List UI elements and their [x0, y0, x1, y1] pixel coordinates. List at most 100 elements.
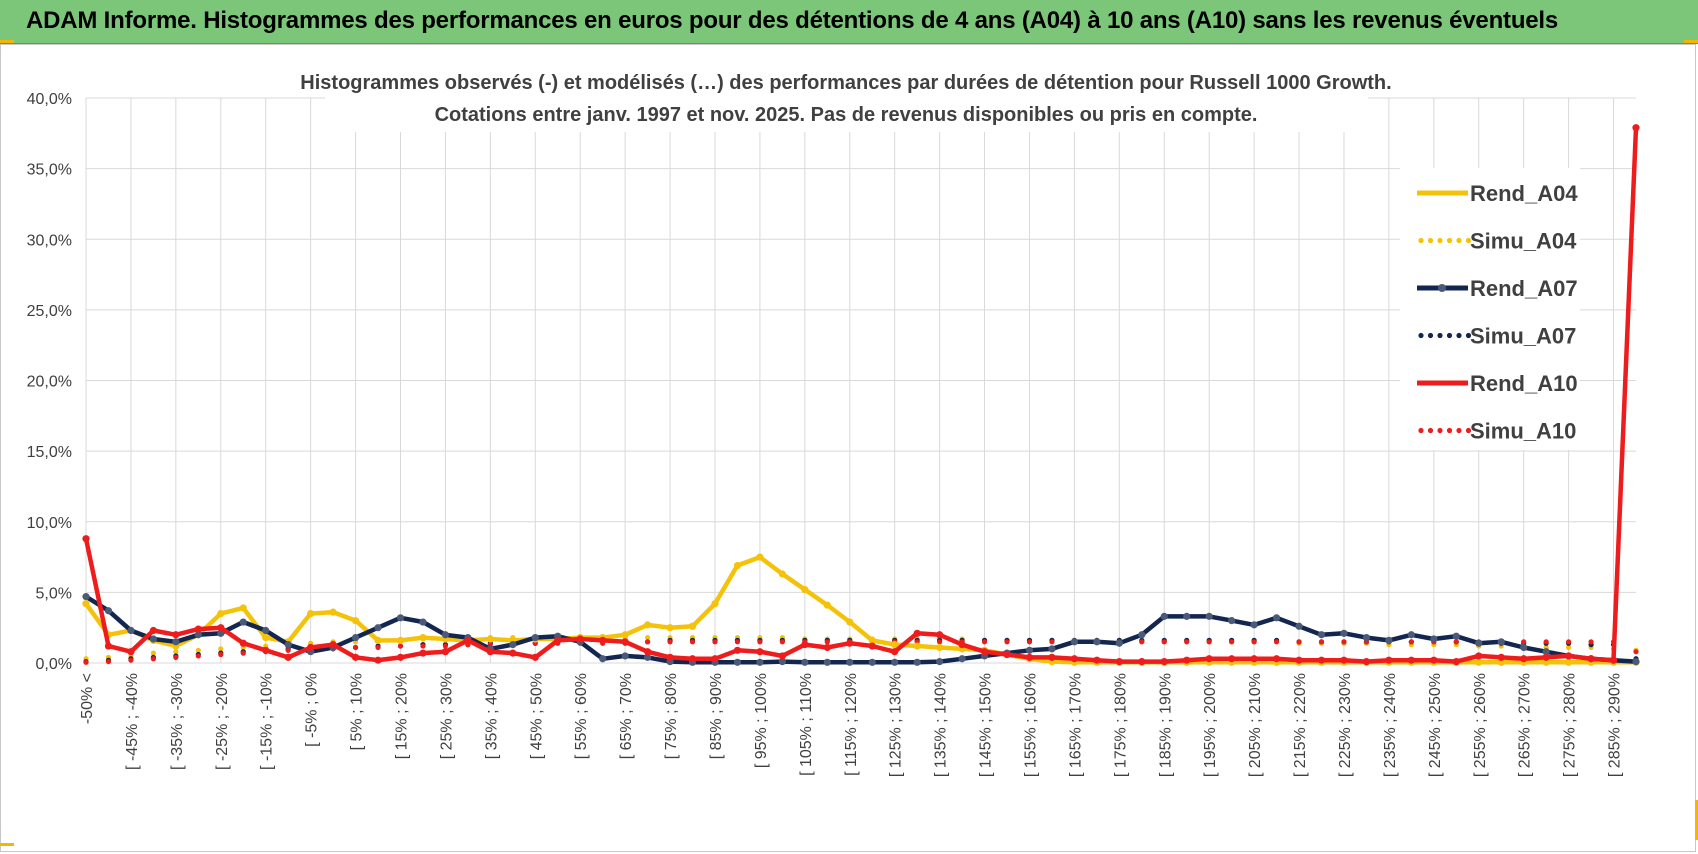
data-point: [1452, 657, 1460, 666]
data-point: [712, 639, 718, 645]
chart-title-line-2: Cotations entre janv. 1997 et nov. 2025.…: [435, 104, 1258, 126]
data-point: [1049, 639, 1055, 645]
data-point: [1632, 657, 1640, 666]
y-tick-label: 15,0%: [27, 444, 72, 461]
x-tick-label: [ 105% ; 110%: [798, 673, 815, 776]
data-point: [1250, 621, 1258, 629]
data-point: [1565, 652, 1573, 660]
data-point: [756, 553, 764, 561]
data-point: [643, 648, 652, 656]
data-point: [621, 638, 629, 646]
data-point: [307, 643, 315, 652]
data-point: [218, 646, 224, 652]
x-tick-label: [ 205% ; 210%: [1247, 673, 1264, 777]
data-point: [1139, 639, 1145, 645]
data-point: [913, 629, 921, 637]
legend-swatch-marker: [1438, 284, 1446, 292]
data-point: [644, 639, 651, 645]
data-point: [509, 649, 517, 657]
corner-mark-right-edge: [1695, 800, 1698, 840]
legend-swatch-dot: [1456, 332, 1462, 339]
data-point: [621, 652, 629, 660]
data-point: [667, 639, 673, 645]
y-tick-label: 30,0%: [27, 232, 72, 249]
data-point: [868, 642, 876, 650]
x-tick-label: [ 95% ; 100%: [753, 673, 770, 768]
data-point: [262, 626, 270, 635]
data-point: [936, 631, 944, 639]
data-point: [441, 631, 450, 639]
legend-item: Rend_A04: [1417, 181, 1578, 206]
data-point: [239, 639, 247, 647]
data-point: [1205, 655, 1213, 663]
data-point: [352, 644, 359, 651]
data-point: [1566, 644, 1572, 651]
data-point: [1341, 639, 1347, 645]
data-point: [576, 635, 584, 643]
data-point: [1475, 639, 1483, 647]
x-tick-label: [ 25% ; 30%: [438, 673, 455, 759]
chart-title-box: Histogrammes observés (-) et modélisés (…: [300, 66, 1392, 132]
chart-series: [82, 124, 1640, 666]
data-point: [1340, 656, 1348, 664]
data-point: [419, 649, 427, 657]
x-tick-label: [ 15% ; 20%: [393, 673, 410, 759]
data-point: [284, 641, 292, 649]
legend-swatch-dot: [1427, 237, 1434, 244]
legend-swatch-dot: [1465, 332, 1472, 339]
x-tick-label: [ 125% ; 130%: [888, 673, 905, 777]
data-point: [397, 643, 404, 649]
data-point: [104, 607, 113, 615]
data-point: [486, 648, 494, 656]
data-point: [1205, 612, 1213, 620]
data-point: [868, 658, 876, 666]
data-point: [217, 624, 225, 632]
data-point: [217, 609, 225, 618]
legend-swatch-dot: [1437, 332, 1443, 339]
data-point: [733, 658, 742, 666]
data-point: [83, 659, 89, 665]
data-point: [846, 639, 854, 647]
data-point: [1453, 639, 1459, 645]
data-point: [1250, 655, 1258, 663]
data-point: [1229, 639, 1235, 645]
data-point: [239, 604, 247, 612]
data-point: [1521, 639, 1527, 645]
corner-mark-top-left: [0, 40, 14, 43]
data-point: [173, 654, 179, 660]
data-point: [1542, 658, 1550, 666]
data-point: [374, 624, 382, 632]
x-tick-label: [ 175% ; 180%: [1112, 673, 1129, 777]
x-tick-label: [ 195% ; 200%: [1202, 673, 1219, 777]
data-point: [262, 633, 270, 642]
x-tick-label: [ 45% ; 50%: [528, 673, 545, 759]
y-axis: 0,0% 5,0% 10,0% 15,0% 20,0% 25,0% 30,0% 35,0% 40…: [27, 91, 72, 673]
x-tick-label: [ 275% ; 280%: [1562, 673, 1579, 777]
data-point: [554, 636, 562, 645]
data-point: [1475, 658, 1483, 666]
data-point: [1004, 639, 1010, 645]
data-point: [420, 643, 426, 649]
data-point: [1587, 655, 1595, 663]
legend-item: Simu_A04: [1418, 229, 1577, 254]
data-point: [1632, 124, 1640, 132]
data-point: [1206, 639, 1212, 645]
x-axis: -50% < [ -45% ; -40% [ -35% ; -30% [ -25% ;…: [79, 673, 1624, 777]
data-point: [1520, 643, 1528, 652]
legend-background: [1400, 168, 1580, 450]
series-Rend_A10: [82, 124, 1640, 666]
data-point: [958, 655, 966, 663]
data-point: [531, 633, 539, 642]
data-point: [1296, 639, 1302, 645]
legend-swatch-dot: [1465, 237, 1472, 244]
x-tick-label: [ 245% ; 250%: [1427, 673, 1444, 777]
legend-swatch-dot: [1418, 237, 1424, 244]
y-tick-label: 0,0%: [36, 656, 72, 673]
data-point: [599, 655, 607, 663]
data-point: [779, 639, 785, 645]
data-point: [172, 631, 180, 639]
data-point: [1273, 639, 1280, 645]
data-point: [1160, 612, 1168, 620]
y-tick-label: 25,0%: [27, 303, 72, 320]
